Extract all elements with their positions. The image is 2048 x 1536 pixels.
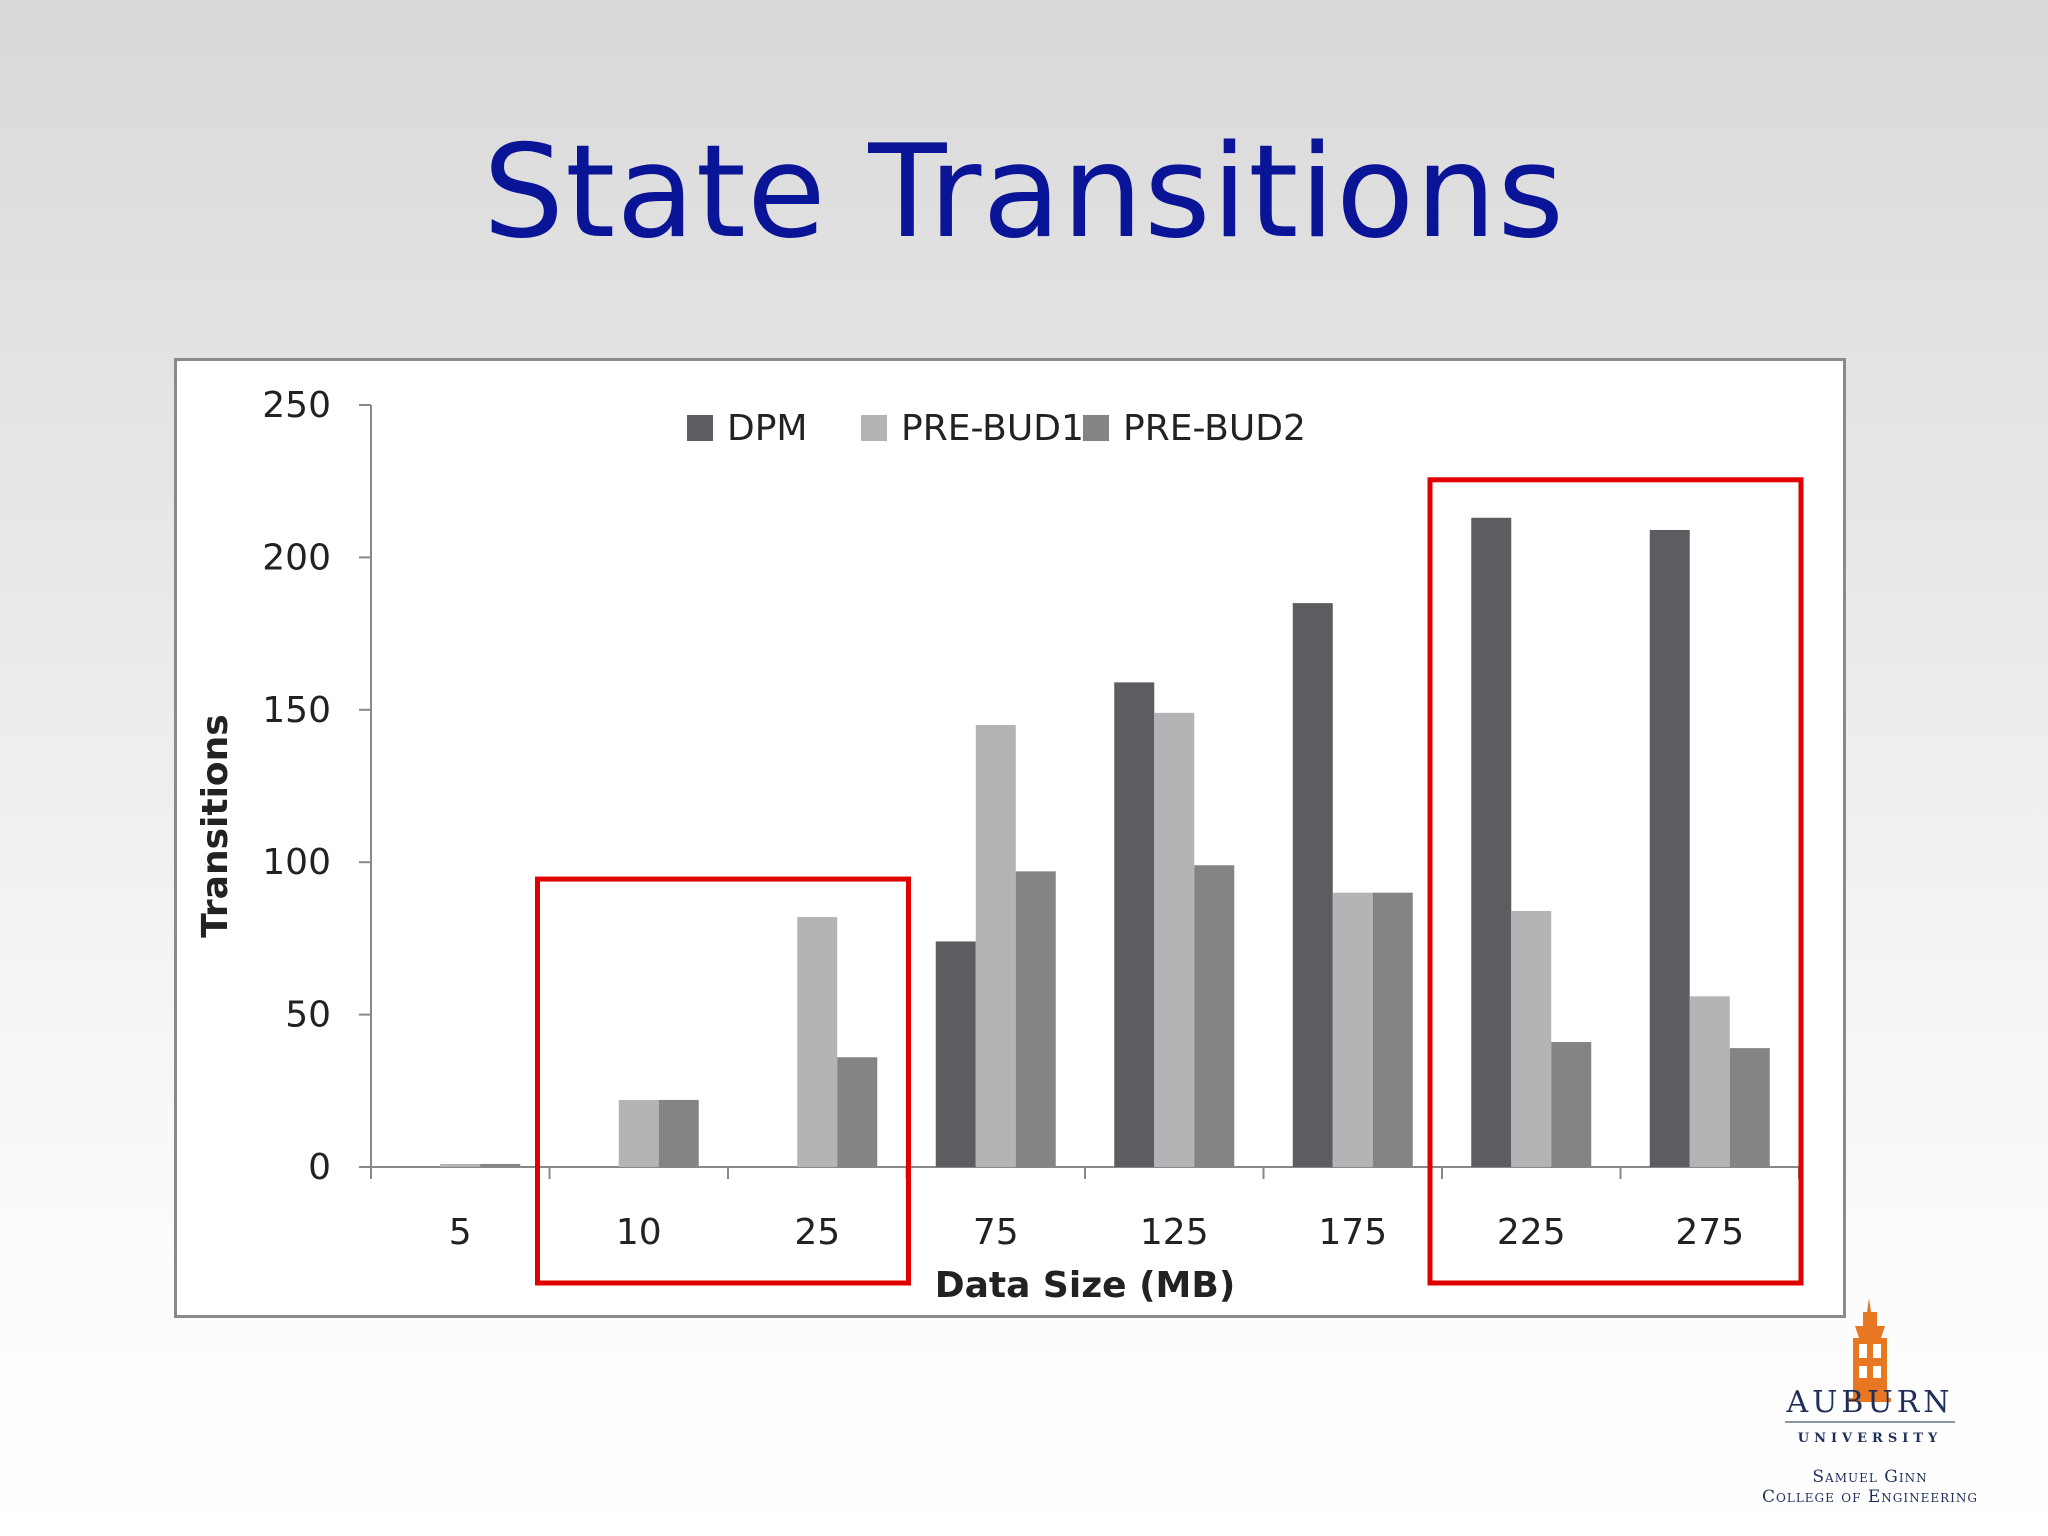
bar-pre-bud1-25 [797, 917, 838, 1167]
bar-pre-bud2-5 [480, 1163, 521, 1167]
legend-swatch-pre-bud1 [861, 415, 887, 441]
chart-frame: 0 50 100 150 200 250 5 10 25 75 125 175 225 275 DPM PR… [174, 358, 1846, 1318]
y-tick-label: 200 [262, 537, 331, 578]
auburn-logo: AUBURN UNIVERSITY Samuel Ginn College of… [1762, 1298, 1978, 1507]
bar-pre-bud1-5 [440, 1163, 481, 1167]
samford-tower-icon [1849, 1298, 1891, 1402]
logo-college-line1: Samuel Ginn [1812, 1467, 1927, 1487]
legend-label-pre-bud2: PRE-BUD2 [1123, 408, 1306, 449]
highlight-box-2 [1427, 477, 1804, 1286]
legend-label-pre-bud1: PRE-BUD1 [901, 408, 1084, 449]
chart-bars [440, 517, 1770, 1167]
chart-ticks: 0 50 100 150 200 250 5 10 25 75 125 175 225 275 [262, 385, 1800, 1253]
y-axis-title: Transitions [195, 714, 236, 937]
bar-pre-bud1-125 [1154, 712, 1195, 1167]
slide-title: State Transitions [482, 118, 1566, 267]
bar-dpm-175 [1292, 603, 1333, 1167]
bar-chart: 0 50 100 150 200 250 5 10 25 75 125 175 225 275 DPM PR… [195, 385, 1804, 1306]
bar-pre-bud1-225 [1511, 910, 1552, 1167]
chart-legend: DPM PRE-BUD1 PRE-BUD2 [687, 408, 1306, 449]
x-tick-label: 175 [1318, 1212, 1387, 1253]
x-tick-label: 225 [1497, 1212, 1566, 1253]
logo-name: AUBURN [1785, 1385, 1953, 1420]
bar-pre-bud2-125 [1194, 865, 1235, 1167]
y-tick-label: 150 [262, 690, 331, 731]
bar-pre-bud2-275 [1729, 1048, 1770, 1167]
bar-dpm-125 [1114, 682, 1155, 1167]
legend-swatch-dpm [687, 415, 713, 441]
bar-dpm-275 [1649, 529, 1690, 1167]
chart-highlights [535, 477, 1804, 1286]
x-tick-label: 5 [449, 1212, 472, 1253]
bar-pre-bud1-275 [1689, 996, 1730, 1167]
bar-pre-bud2-175 [1372, 892, 1413, 1167]
x-tick-label: 75 [973, 1212, 1019, 1253]
logo-college-line2: College of Engineering [1762, 1487, 1978, 1507]
bar-pre-bud1-10 [618, 1099, 659, 1167]
bar-pre-bud1-175 [1332, 892, 1373, 1167]
bar-pre-bud2-225 [1551, 1042, 1592, 1167]
bar-dpm-225 [1471, 517, 1512, 1167]
x-axis-title: Data Size (MB) [935, 1265, 1236, 1306]
x-tick-label: 10 [616, 1212, 662, 1253]
bar-pre-bud2-25 [837, 1057, 878, 1167]
highlight-box-1 [535, 876, 911, 1286]
logo-subtitle: UNIVERSITY [1798, 1431, 1943, 1446]
y-tick-label: 100 [262, 842, 331, 883]
bar-dpm-75 [935, 941, 976, 1167]
y-tick-label: 250 [262, 385, 331, 426]
bar-pre-bud1-75 [975, 725, 1016, 1167]
y-tick-label: 0 [308, 1147, 331, 1188]
legend-swatch-pre-bud2 [1083, 415, 1109, 441]
x-tick-label: 275 [1675, 1212, 1744, 1253]
x-tick-label: 25 [794, 1212, 840, 1253]
bar-pre-bud2-75 [1015, 871, 1056, 1167]
bar-pre-bud2-10 [658, 1099, 699, 1167]
y-tick-label: 50 [285, 995, 331, 1036]
x-tick-label: 125 [1140, 1212, 1209, 1253]
legend-label-dpm: DPM [727, 408, 808, 449]
